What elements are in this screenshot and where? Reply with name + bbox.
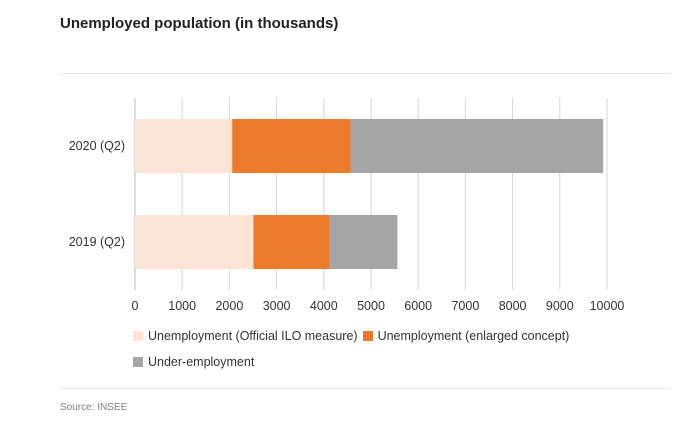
bottom-divider [60, 388, 670, 389]
y-category-label-0: 2020 (Q2) [69, 139, 125, 153]
bar-2020-q2-series-0 [135, 119, 233, 173]
top-divider [60, 73, 670, 74]
legend-label-under: Under-employment [148, 355, 255, 369]
x-tick-label-5: 5000 [357, 299, 385, 313]
x-tick-label-7: 7000 [451, 299, 479, 313]
source-note: Source: INSEE [60, 402, 128, 413]
legend-label-enlarged: Unemployment (enlarged concept) [377, 329, 570, 343]
legend-row-2: Under-employment [133, 355, 254, 369]
bar-2019-q2-series-2 [328, 215, 398, 269]
bar-2020-q2-series-2 [350, 119, 604, 173]
bar-2020-q2-series-1 [232, 119, 351, 173]
x-tick-label-8: 8000 [499, 299, 527, 313]
chart-title: Unemployed population (in thousands) [60, 15, 339, 32]
x-tick-label-3: 3000 [263, 299, 291, 313]
legend-swatch-enlarged [362, 331, 373, 341]
x-tick-label-9: 9000 [546, 299, 574, 313]
x-tick-label-10: 10000 [590, 299, 625, 313]
y-category-label-1: 2019 (Q2) [69, 235, 125, 249]
bar-2019-q2-series-1 [253, 215, 329, 269]
x-tick-label-2: 2000 [215, 299, 243, 313]
legend-label-ilo: Unemployment (Official ILO measure) [148, 329, 358, 343]
legend-swatch-ilo [133, 331, 143, 341]
x-tick-label-1: 1000 [168, 299, 196, 313]
bar-2019-q2-series-0 [135, 215, 254, 269]
x-tick-label-6: 6000 [404, 299, 432, 313]
x-tick-label-0: 0 [132, 299, 139, 313]
legend-row-1: Unemployment (Official ILO measure) Unem… [133, 329, 569, 343]
x-tick-label-4: 4000 [310, 299, 338, 313]
legend-swatch-under [133, 357, 143, 367]
